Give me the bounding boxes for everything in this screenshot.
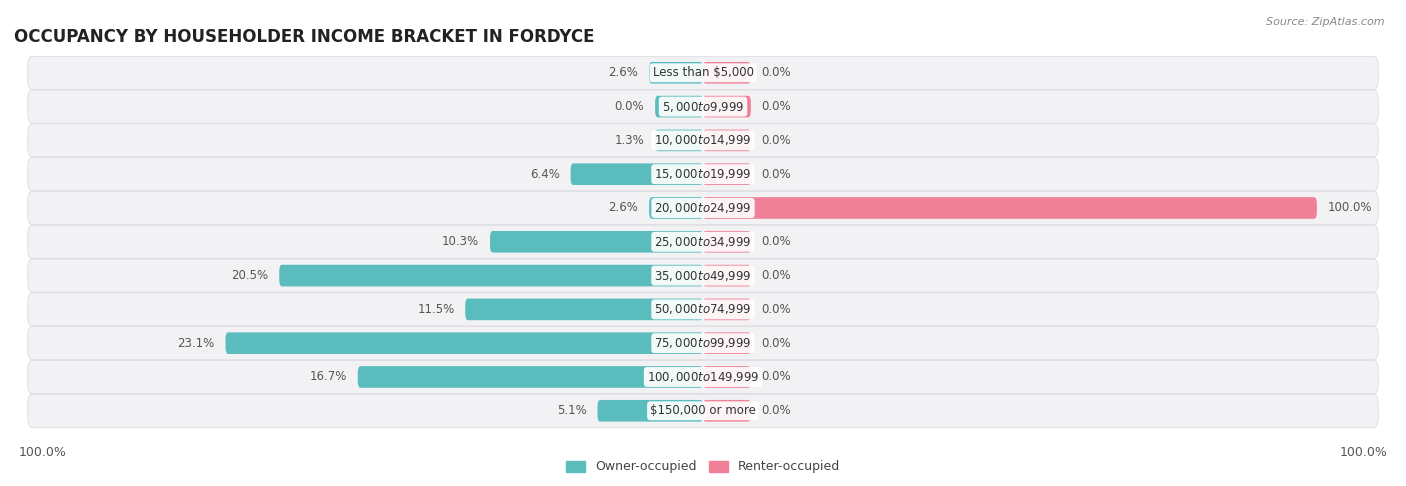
FancyBboxPatch shape bbox=[28, 191, 1378, 225]
Text: $75,000 to $99,999: $75,000 to $99,999 bbox=[654, 336, 752, 350]
FancyBboxPatch shape bbox=[465, 298, 703, 320]
Text: 5.1%: 5.1% bbox=[557, 404, 586, 417]
Text: 1.3%: 1.3% bbox=[614, 134, 644, 147]
Text: 0.0%: 0.0% bbox=[762, 404, 792, 417]
Text: $50,000 to $74,999: $50,000 to $74,999 bbox=[654, 302, 752, 316]
FancyBboxPatch shape bbox=[703, 400, 751, 421]
Text: 100.0%: 100.0% bbox=[1340, 446, 1388, 459]
FancyBboxPatch shape bbox=[491, 231, 703, 253]
Text: 10.3%: 10.3% bbox=[441, 235, 479, 248]
FancyBboxPatch shape bbox=[28, 361, 1378, 394]
Text: 0.0%: 0.0% bbox=[614, 100, 644, 113]
FancyBboxPatch shape bbox=[703, 163, 751, 185]
FancyBboxPatch shape bbox=[703, 130, 751, 151]
Text: $15,000 to $19,999: $15,000 to $19,999 bbox=[654, 167, 752, 181]
Text: 100.0%: 100.0% bbox=[1327, 202, 1372, 214]
Text: $35,000 to $49,999: $35,000 to $49,999 bbox=[654, 269, 752, 282]
FancyBboxPatch shape bbox=[598, 400, 703, 421]
FancyBboxPatch shape bbox=[357, 366, 703, 388]
Text: 0.0%: 0.0% bbox=[762, 168, 792, 181]
FancyBboxPatch shape bbox=[703, 62, 751, 84]
Text: $150,000 or more: $150,000 or more bbox=[650, 404, 756, 417]
Text: Less than $5,000: Less than $5,000 bbox=[652, 66, 754, 79]
Text: 0.0%: 0.0% bbox=[762, 134, 792, 147]
FancyBboxPatch shape bbox=[280, 265, 703, 286]
FancyBboxPatch shape bbox=[571, 163, 703, 185]
Text: $25,000 to $34,999: $25,000 to $34,999 bbox=[654, 235, 752, 249]
FancyBboxPatch shape bbox=[28, 157, 1378, 191]
FancyBboxPatch shape bbox=[28, 56, 1378, 89]
FancyBboxPatch shape bbox=[28, 394, 1378, 427]
FancyBboxPatch shape bbox=[28, 124, 1378, 157]
Text: 0.0%: 0.0% bbox=[762, 337, 792, 350]
Text: $20,000 to $24,999: $20,000 to $24,999 bbox=[654, 201, 752, 215]
Text: 0.0%: 0.0% bbox=[762, 100, 792, 113]
FancyBboxPatch shape bbox=[28, 225, 1378, 259]
FancyBboxPatch shape bbox=[225, 332, 703, 354]
FancyBboxPatch shape bbox=[703, 265, 751, 286]
Text: 0.0%: 0.0% bbox=[762, 66, 792, 79]
FancyBboxPatch shape bbox=[703, 298, 751, 320]
FancyBboxPatch shape bbox=[703, 231, 751, 253]
Text: 6.4%: 6.4% bbox=[530, 168, 560, 181]
Text: Source: ZipAtlas.com: Source: ZipAtlas.com bbox=[1267, 17, 1385, 27]
Text: 0.0%: 0.0% bbox=[762, 269, 792, 282]
FancyBboxPatch shape bbox=[655, 96, 703, 118]
Text: 0.0%: 0.0% bbox=[762, 303, 792, 316]
FancyBboxPatch shape bbox=[703, 366, 751, 388]
Text: 100.0%: 100.0% bbox=[18, 446, 66, 459]
Text: 2.6%: 2.6% bbox=[609, 202, 638, 214]
FancyBboxPatch shape bbox=[28, 293, 1378, 326]
FancyBboxPatch shape bbox=[703, 332, 751, 354]
FancyBboxPatch shape bbox=[28, 259, 1378, 292]
FancyBboxPatch shape bbox=[703, 96, 751, 118]
Text: OCCUPANCY BY HOUSEHOLDER INCOME BRACKET IN FORDYCE: OCCUPANCY BY HOUSEHOLDER INCOME BRACKET … bbox=[14, 28, 595, 46]
Text: $10,000 to $14,999: $10,000 to $14,999 bbox=[654, 133, 752, 147]
FancyBboxPatch shape bbox=[650, 62, 703, 84]
FancyBboxPatch shape bbox=[28, 327, 1378, 360]
FancyBboxPatch shape bbox=[703, 197, 1317, 219]
FancyBboxPatch shape bbox=[650, 197, 703, 219]
Legend: Owner-occupied, Renter-occupied: Owner-occupied, Renter-occupied bbox=[567, 460, 839, 473]
Text: $5,000 to $9,999: $5,000 to $9,999 bbox=[662, 100, 744, 114]
FancyBboxPatch shape bbox=[655, 130, 703, 151]
Text: $100,000 to $149,999: $100,000 to $149,999 bbox=[647, 370, 759, 384]
Text: 23.1%: 23.1% bbox=[177, 337, 215, 350]
Text: 16.7%: 16.7% bbox=[309, 370, 347, 383]
Text: 2.6%: 2.6% bbox=[609, 66, 638, 79]
Text: 0.0%: 0.0% bbox=[762, 370, 792, 383]
FancyBboxPatch shape bbox=[28, 90, 1378, 123]
Text: 0.0%: 0.0% bbox=[762, 235, 792, 248]
Text: 20.5%: 20.5% bbox=[232, 269, 269, 282]
Text: 11.5%: 11.5% bbox=[418, 303, 454, 316]
